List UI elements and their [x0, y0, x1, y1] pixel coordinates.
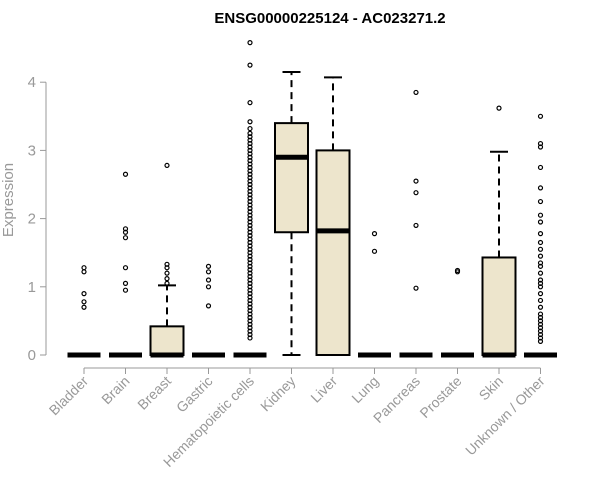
outlier-point — [537, 140, 544, 147]
outlier-point — [247, 119, 253, 125]
outlier-point — [164, 270, 170, 276]
outlier-point — [413, 285, 419, 291]
outlier-point — [537, 212, 544, 218]
outlier-point — [81, 265, 87, 271]
outlier-point — [537, 297, 544, 304]
outlier-point — [454, 267, 461, 274]
outlier-point — [537, 239, 544, 246]
y-tick-label: 0 — [28, 347, 36, 364]
box-iqr — [274, 122, 309, 234]
outlier-point — [205, 269, 212, 275]
box-skin — [481, 105, 517, 358]
box-iqr — [315, 149, 351, 356]
outlier-point — [371, 231, 378, 237]
outlier-point — [537, 270, 544, 276]
outlier-point — [164, 261, 170, 267]
outlier-point — [247, 130, 253, 136]
outlier-point — [413, 190, 419, 196]
outlier-point — [122, 235, 129, 241]
x-tick-label: Kidney — [257, 373, 299, 415]
outlier-point — [537, 246, 544, 252]
box-iqr — [149, 325, 185, 356]
box-prostate — [441, 267, 474, 358]
y-tick-label: 2 — [28, 211, 36, 228]
outlier-point — [537, 253, 544, 259]
outlier-point — [205, 303, 212, 309]
outlier-point — [537, 291, 544, 297]
box-bladder — [67, 265, 101, 358]
outlier-point — [81, 291, 87, 297]
x-tick-label: Brain — [98, 373, 132, 407]
y-tick-label: 3 — [28, 142, 36, 159]
outlier-point — [122, 265, 129, 271]
x-tick-label: Liver — [307, 373, 340, 406]
chart-title: ENSG00000225124 - AC023271.2 — [214, 10, 445, 27]
outlier-point — [205, 263, 212, 269]
outlier-point — [122, 171, 129, 177]
box-hematopoietic-cells — [233, 40, 267, 358]
outlier-point — [537, 231, 544, 237]
box-gastric — [192, 263, 225, 358]
x-tick-label: Prostate — [416, 373, 464, 421]
box-lung — [358, 231, 391, 358]
box-kidney — [274, 70, 309, 356]
outlier-point — [205, 284, 212, 290]
outlier-point — [537, 311, 544, 317]
outlier-point — [371, 248, 378, 254]
outlier-point — [537, 198, 544, 205]
outlier-point — [537, 113, 544, 119]
outlier-point — [537, 304, 544, 310]
x-tick-label: Breast — [134, 373, 174, 413]
outlier-point — [164, 276, 170, 282]
outlier-point — [81, 304, 87, 310]
outlier-point — [122, 226, 129, 232]
outlier-point — [413, 222, 419, 229]
box-pancreas — [399, 89, 433, 358]
outlier-point — [122, 280, 129, 286]
outlier-point — [537, 185, 544, 191]
y-tick-label: 1 — [28, 279, 36, 296]
outlier-point — [496, 105, 502, 111]
box-series — [67, 40, 557, 358]
outlier-point — [247, 100, 253, 106]
box-brain — [109, 171, 142, 358]
box-liver — [315, 76, 351, 356]
y-axis: 0 1 2 3 4 — [28, 74, 47, 364]
outlier-point — [537, 219, 544, 225]
outlier-point — [81, 299, 87, 305]
x-tick-label: Skin — [476, 373, 507, 404]
outlier-point — [413, 89, 419, 96]
x-tick-label: Bladder — [46, 373, 92, 419]
outlier-point — [413, 178, 419, 184]
x-tick-label: Lung — [348, 373, 381, 406]
outlier-point — [247, 40, 253, 46]
outlier-point — [247, 125, 253, 132]
outlier-point — [164, 280, 170, 286]
outlier-point — [81, 269, 87, 275]
outlier-point — [537, 260, 544, 266]
outlier-point — [247, 62, 253, 68]
x-tick-label: Unknown / Other — [462, 373, 548, 459]
box-unknown-other — [524, 113, 557, 358]
outlier-point — [164, 162, 170, 169]
box-iqr — [481, 256, 517, 356]
outlier-point — [537, 277, 544, 283]
y-tick-label: 4 — [28, 74, 36, 91]
box-breast — [149, 162, 185, 358]
y-axis-label: Expression — [0, 163, 17, 237]
outlier-point — [537, 164, 544, 171]
outlier-point — [122, 287, 129, 293]
outlier-point — [205, 277, 212, 283]
